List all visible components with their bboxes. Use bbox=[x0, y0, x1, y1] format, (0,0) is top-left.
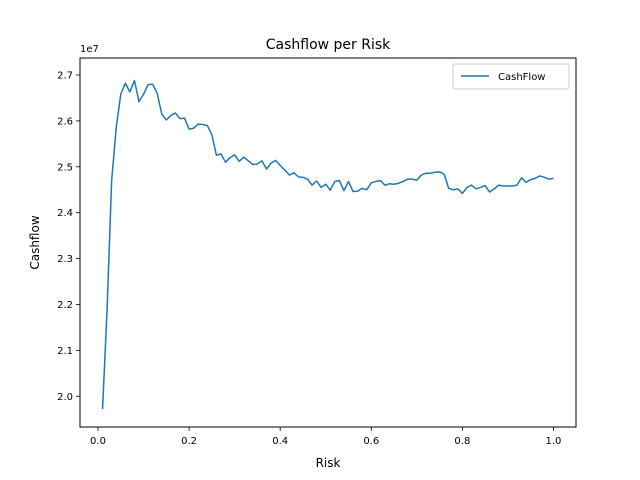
x-axis-ticks: 0.0 0.2 0.4 0.6 0.8 1.0 bbox=[90, 427, 561, 447]
x-tick-label: 1.0 bbox=[546, 436, 562, 447]
legend-box bbox=[452, 63, 570, 90]
x-axis-label: Risk bbox=[316, 456, 341, 470]
legend-entry-cashflow: CashFlow bbox=[498, 72, 546, 83]
y-tick-label: 2.5 bbox=[57, 162, 73, 173]
y-tick-label: 2.6 bbox=[57, 116, 73, 127]
y-tick-label: 2.4 bbox=[57, 208, 73, 219]
x-tick-label: 0.0 bbox=[90, 436, 106, 447]
x-tick-label: 0.2 bbox=[181, 436, 197, 447]
y-offset-label: 1e7 bbox=[80, 44, 99, 55]
legend: CashFlow bbox=[452, 63, 570, 90]
x-tick-label: 0.4 bbox=[272, 436, 288, 447]
y-axis-label: Cashflow bbox=[28, 215, 42, 269]
y-tick-label: 2.7 bbox=[57, 70, 73, 81]
x-tick-label: 0.6 bbox=[363, 436, 379, 447]
y-tick-label: 2.0 bbox=[57, 392, 73, 403]
y-tick-label: 2.3 bbox=[57, 254, 73, 265]
y-tick-label: 2.1 bbox=[57, 346, 73, 357]
chart-title: Cashflow per Risk bbox=[266, 37, 391, 53]
x-tick-label: 0.8 bbox=[454, 436, 470, 447]
series-line-cashflow bbox=[101, 79, 554, 410]
y-tick-label: 2.2 bbox=[57, 300, 73, 311]
plot-frame bbox=[79, 57, 577, 428]
series-layer bbox=[101, 79, 554, 410]
plot-area bbox=[80, 58, 576, 427]
y-axis-ticks: 2.0 2.1 2.2 2.3 2.4 2.5 2.6 2.7 bbox=[57, 70, 80, 403]
